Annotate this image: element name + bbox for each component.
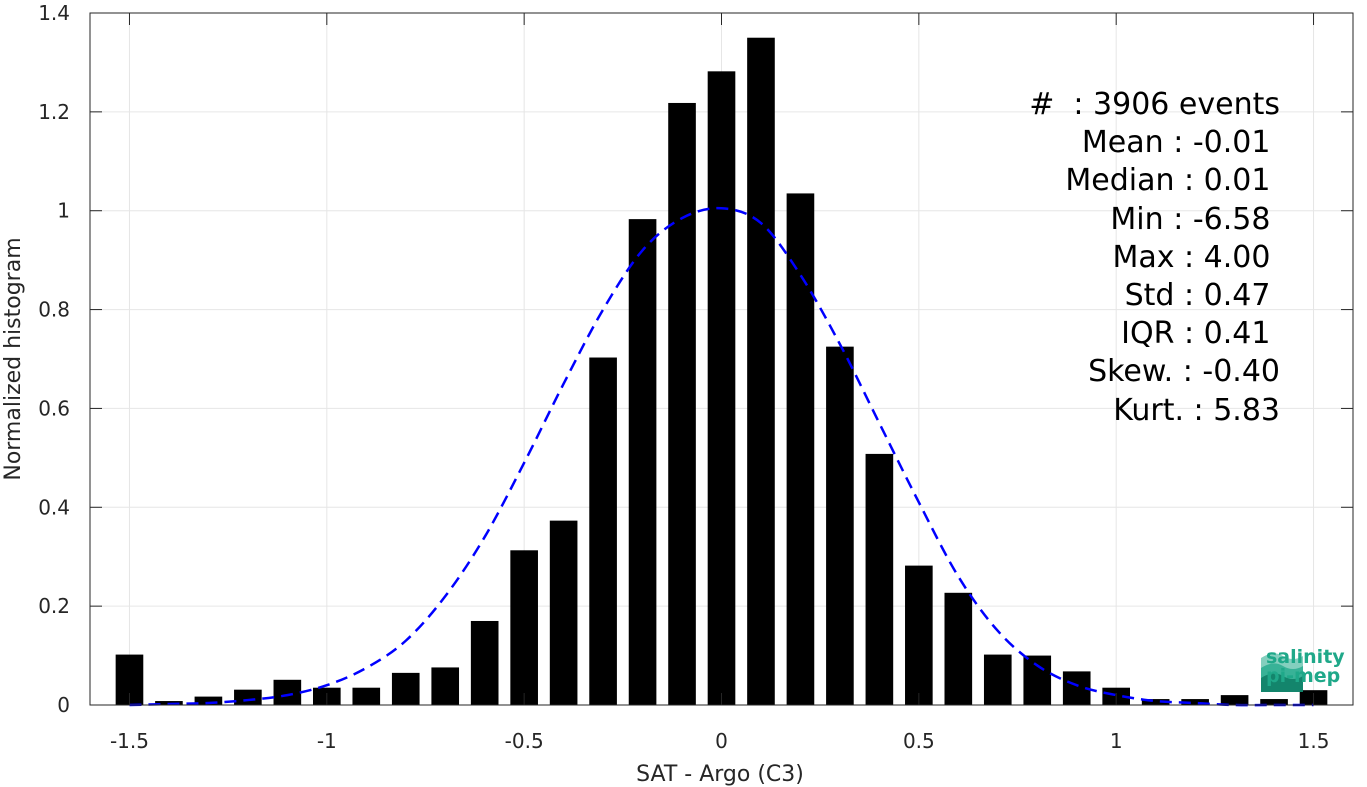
x-tick-label: 1.5	[1298, 729, 1330, 753]
y-tick-label: 0.6	[38, 396, 70, 420]
x-tick-label: -0.5	[505, 729, 544, 753]
histogram-bar	[470, 620, 499, 705]
x-tick-label: 1	[1110, 729, 1123, 753]
stat-min: Min : -6.58	[1110, 201, 1280, 237]
y-tick-label: 0.2	[38, 594, 70, 618]
axis-ticks: -1.5 -1 -0.5 0 0.5 1 1.5 0 0.2 0.4 0.6 0.8 1 1.2 1.4	[38, 1, 1353, 753]
histogram-bar	[391, 672, 420, 705]
histogram-bar	[1023, 655, 1052, 705]
x-axis-label: SAT - Argo (C3)	[636, 762, 804, 787]
x-tick-label: 0.5	[903, 729, 935, 753]
histogram-bar	[1181, 699, 1209, 705]
histogram-bar	[628, 219, 657, 706]
histogram-bar	[983, 654, 1012, 705]
histogram-bar	[194, 696, 223, 705]
y-tick-label: 1.4	[38, 1, 70, 25]
histogram-bar	[273, 679, 302, 705]
histogram-bar	[234, 689, 262, 705]
y-axis-label: Normalized histogram	[1, 237, 26, 480]
stat-skew: Skew. : -0.40	[1088, 354, 1280, 390]
histogram-bar	[431, 667, 460, 705]
normal-fit-curve	[129, 206, 1314, 707]
histogram-bar	[668, 102, 696, 705]
stat-events: # : 3906 events	[1029, 87, 1280, 122]
histogram-bar	[786, 193, 815, 705]
histogram-bar	[826, 346, 854, 705]
salinity-pimep-logo: salinity pi-mep	[1266, 648, 1345, 686]
logo-line-1: salinity	[1266, 646, 1345, 668]
histogram-bars	[115, 37, 1328, 706]
y-tick-label: 0.8	[38, 298, 70, 322]
histogram-bar	[747, 37, 775, 705]
stat-median: Median : 0.01	[1065, 163, 1280, 199]
y-tick-label: 1.2	[38, 100, 70, 124]
histogram-bar	[707, 71, 736, 706]
x-tick-label: -1	[317, 729, 337, 753]
y-tick-label: 0	[57, 693, 70, 717]
stat-iqr: IQR : 0.41	[1121, 316, 1280, 352]
histogram-bar	[352, 687, 381, 705]
histogram-bar	[1220, 695, 1249, 705]
wave-logo-icon	[1261, 653, 1303, 692]
x-tick-label: -1.5	[110, 729, 149, 753]
histogram-bar	[905, 565, 933, 705]
histogram-bar	[1260, 699, 1288, 705]
x-tick-label: 0	[715, 729, 728, 753]
histogram-bar	[589, 357, 617, 705]
stat-std: Std : 0.47	[1124, 277, 1280, 313]
stat-mean: Mean : -0.01	[1081, 125, 1280, 161]
histogram-bar	[1141, 699, 1170, 705]
stat-kurt: Kurt. : 5.83	[1113, 392, 1280, 428]
stat-max: Max : 4.00	[1112, 239, 1280, 275]
logo-line-2: pi-mep	[1266, 665, 1341, 687]
histogram-bar	[549, 520, 578, 705]
y-tick-label: 0.4	[38, 495, 70, 519]
histogram-bar	[510, 550, 538, 705]
statistics-panel: # : 3906 events Mean : -0.01 Median : 0.…	[1000, 86, 1280, 430]
y-tick-label: 1	[57, 199, 70, 223]
histogram-bar	[865, 453, 894, 705]
histogram-bar	[944, 592, 973, 705]
